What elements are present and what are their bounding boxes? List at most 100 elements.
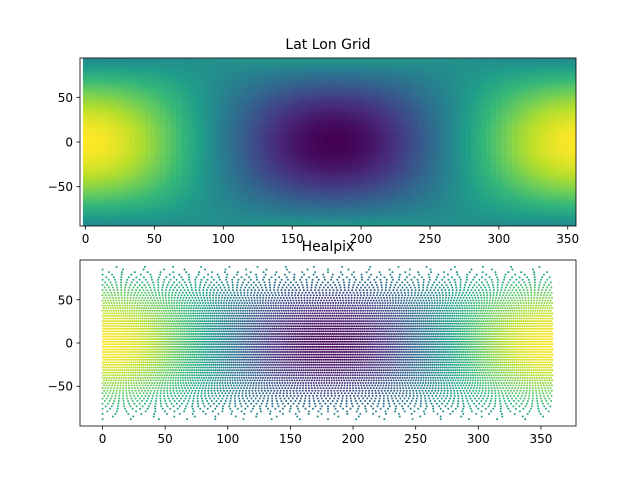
heatmap-cell <box>206 145 213 150</box>
heatmap-cell <box>413 142 420 146</box>
heatmap-cell <box>299 219 306 223</box>
heatmap-cell <box>377 121 383 126</box>
heatmap-cell <box>351 202 358 207</box>
heatmap-cell <box>553 148 559 153</box>
heatmap-cell <box>237 212 244 217</box>
heatmap-cell <box>222 145 228 150</box>
heatmap-cell <box>398 195 404 200</box>
heatmap-cell <box>434 115 440 119</box>
heatmap-cell <box>155 155 161 160</box>
heatmap-cell <box>325 138 332 143</box>
healpix-point <box>327 418 329 421</box>
healpix-point <box>169 407 172 410</box>
heatmap-cell <box>165 195 172 200</box>
heatmap-cell <box>501 91 507 96</box>
heatmap-cell <box>522 108 528 113</box>
heatmap-cell <box>315 168 321 173</box>
heatmap-cell <box>429 61 435 66</box>
heatmap-cell <box>465 121 471 126</box>
heatmap-cell <box>139 188 146 193</box>
heatmap-cell <box>310 222 316 226</box>
heatmap-cell <box>268 215 275 220</box>
heatmap-cell <box>501 135 507 139</box>
heatmap-cell <box>150 198 156 203</box>
heatmap-cell <box>537 162 544 166</box>
heatmap-cell <box>377 105 383 109</box>
heatmap-cell <box>439 168 445 173</box>
heatmap-cell <box>325 74 332 79</box>
heatmap-cell <box>263 202 270 207</box>
heatmap-cell <box>181 68 187 72</box>
heatmap-cell <box>568 148 575 153</box>
heatmap-cell <box>491 111 497 116</box>
heatmap-cell <box>485 168 492 173</box>
heatmap-cell <box>377 125 383 129</box>
heatmap-cell <box>382 58 389 62</box>
heatmap-cell <box>382 71 389 76</box>
heatmap-cell <box>454 118 461 123</box>
heatmap-cell <box>294 115 301 119</box>
heatmap-cell <box>532 74 538 79</box>
heatmap-cell <box>367 222 373 226</box>
heatmap-cell <box>444 152 451 156</box>
heatmap-cell <box>537 98 544 103</box>
heatmap-cell <box>361 209 368 213</box>
heatmap-cell <box>227 192 234 196</box>
heatmap-cell <box>408 142 414 146</box>
heatmap-cell <box>491 209 497 213</box>
heatmap-cell <box>289 165 296 170</box>
heatmap-cell <box>480 168 487 173</box>
healpix-point <box>394 407 397 410</box>
heatmap-cell <box>284 88 290 93</box>
heatmap-cell <box>408 162 414 166</box>
heatmap-cell <box>160 78 166 83</box>
heatmap-cell <box>227 175 234 180</box>
heatmap-cell <box>268 165 275 170</box>
heatmap-cell <box>532 71 538 76</box>
heatmap-cell <box>465 88 471 93</box>
heatmap-cell <box>382 219 389 223</box>
heatmap-cell <box>480 195 487 200</box>
heatmap-cell <box>542 222 549 226</box>
heatmap-cell <box>165 71 172 76</box>
heatmap-cell <box>181 142 187 146</box>
heatmap-cell <box>522 185 528 190</box>
healpix-point <box>266 407 269 410</box>
heatmap-cell <box>568 108 575 113</box>
heatmap-cell <box>330 175 337 180</box>
heatmap-cell <box>217 182 223 186</box>
heatmap-cell <box>305 128 311 133</box>
heatmap-cell <box>217 145 223 150</box>
heatmap-cell <box>444 209 451 213</box>
heatmap-cell <box>382 158 389 163</box>
heatmap-cell <box>408 198 414 203</box>
heatmap-cell <box>212 135 218 139</box>
heatmap-cell <box>372 115 378 119</box>
heatmap-cell <box>305 145 311 150</box>
heatmap-cell <box>408 202 414 207</box>
heatmap-cell <box>563 121 569 126</box>
heatmap-cell <box>253 74 259 79</box>
heatmap-cell <box>124 162 130 166</box>
heatmap-cell <box>398 128 404 133</box>
heatmap-cell <box>325 185 332 190</box>
heatmap-cell <box>563 78 569 83</box>
healpix-point <box>342 407 345 410</box>
heatmap-cell <box>367 168 373 173</box>
healpix-point <box>384 410 387 413</box>
heatmap-cell <box>454 121 461 126</box>
heatmap-cell <box>398 91 404 96</box>
heatmap-cell <box>465 155 471 160</box>
heatmap-cell <box>439 125 445 129</box>
heatmap-cell <box>341 74 347 79</box>
heatmap-cell <box>527 209 533 213</box>
heatmap-cell <box>573 182 576 186</box>
heatmap-cell <box>361 128 368 133</box>
heatmap-cell <box>408 212 414 217</box>
heatmap-cell <box>268 182 275 186</box>
heatmap-cell <box>480 78 487 83</box>
heatmap-cell <box>491 135 497 139</box>
heatmap-cell <box>558 78 564 83</box>
heatmap-cell <box>429 195 435 200</box>
heatmap-cell <box>170 152 177 156</box>
